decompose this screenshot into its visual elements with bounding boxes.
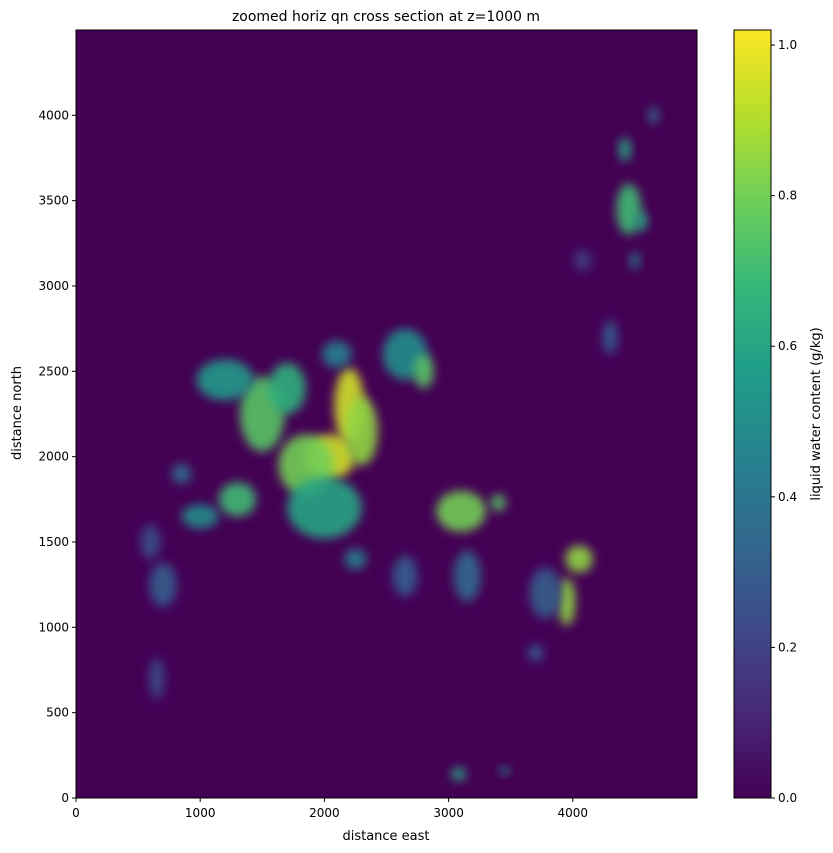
cloud-cell [634,210,648,232]
y-tick-label: 1000 [38,620,69,634]
cloud-cell [345,396,378,466]
colorbar-ticks: 0.0 0.2 0.4 0.6 0.8 1.0 [771,38,797,805]
y-tick-label: 4000 [38,108,69,122]
y-tick-label: 3500 [38,194,69,208]
cloud-cell [557,577,576,626]
heatmap-cells [140,106,660,781]
y-axis-label: distance north [10,366,25,460]
cloud-cell [647,106,660,124]
plot-frame [75,29,698,799]
cloud-cell [529,567,562,619]
cloud-cell [181,504,219,529]
cloud-cell [490,494,506,512]
colorbar-tick-label: 0.8 [778,189,797,203]
cloud-cell [218,482,257,517]
y-tick-label: 1500 [38,535,69,549]
x-axis-ticks: 0 1000 2000 3000 4000 [72,798,588,820]
cloud-cell [453,550,481,602]
cloud-cell [574,250,592,271]
cloud-cell [287,477,362,539]
cloud-cell [451,767,466,781]
cloud-cell [565,545,593,573]
cloud-cell [499,766,510,775]
y-tick-label: 3000 [38,279,69,293]
colorbar-tick-label: 0.2 [778,640,797,654]
cloud-cell [528,644,543,662]
colorbar-tick-label: 0.4 [778,490,797,504]
colorbar-tick-label: 0.6 [778,339,797,353]
cloud-cell [149,658,165,700]
cloud-cell [344,548,367,570]
cloud-cell [149,562,177,607]
x-axis-label: distance east [342,829,429,844]
y-axis-ticks: 0 500 1000 1500 2000 2500 3000 3500 4000 [38,108,76,805]
cloud-cell [140,524,161,560]
cloud-cell [436,490,486,532]
colorbar [733,29,772,799]
chart-title: zoomed horiz qn cross section at z=1000 … [232,9,540,25]
colorbar-tick-label: 1.0 [778,38,797,52]
x-tick-label: 1000 [185,806,216,820]
colorbar-label: liquid water content (g/kg) [809,327,824,500]
x-tick-label: 4000 [558,806,589,820]
cloud-cell [268,362,306,414]
x-tick-label: 0 [72,806,80,820]
cloud-cell [413,354,434,389]
y-tick-label: 0 [61,791,69,805]
cloud-cell [321,340,352,368]
cloud-cell [196,359,254,401]
x-tick-label: 3000 [433,806,464,820]
x-tick-label: 2000 [309,806,340,820]
y-tick-label: 2500 [38,364,69,378]
y-tick-label: 500 [46,706,69,720]
plot-background [76,30,697,798]
cloud-cell [618,137,632,162]
cloud-cell [171,463,192,484]
cloud-cell [602,320,618,355]
colorbar-tick-label: 0.0 [778,791,797,805]
y-tick-label: 2000 [38,450,69,464]
cloud-cell [392,555,418,597]
cloud-cell [629,251,640,269]
cloud-cell [616,183,642,235]
